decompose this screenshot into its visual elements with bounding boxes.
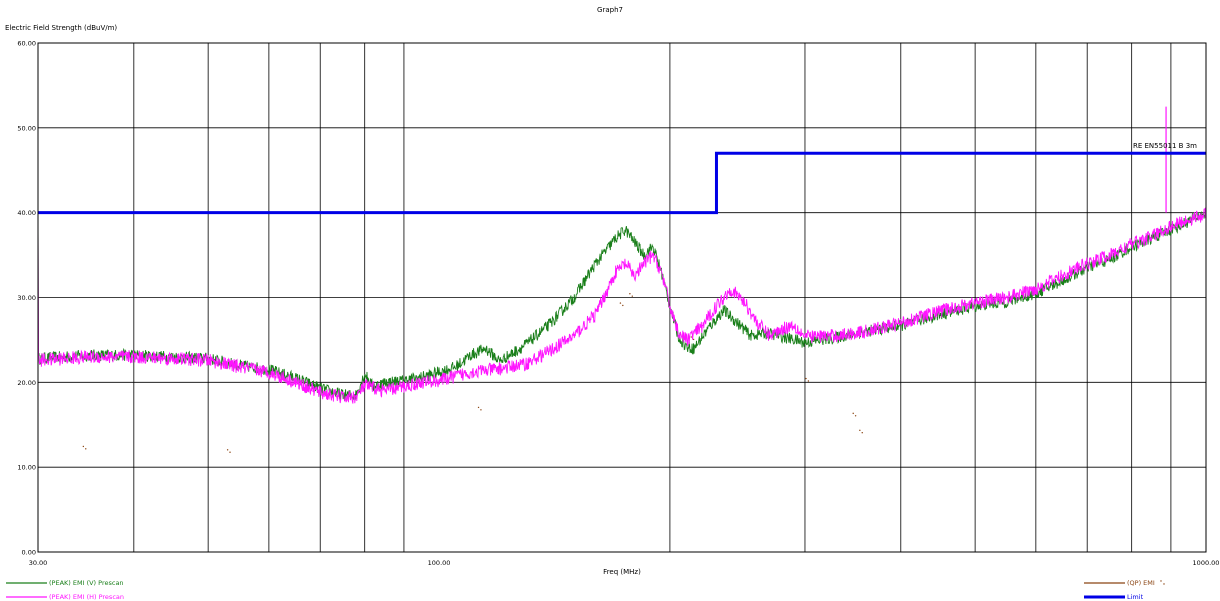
y-tick-label-4: 40.00 <box>17 209 36 217</box>
x-axis-label: Freq (MHz) <box>603 568 641 576</box>
x-tick-label-0: 30.00 <box>29 559 48 567</box>
legend-label-peak-h: (PEAK) EMI (H) Prescan <box>49 593 124 601</box>
series-layer <box>37 106 1207 453</box>
qp-marker-0-a <box>82 445 85 448</box>
y-tick-labels: 0.00 10.00 20.00 30.00 40.00 50.00 60.00 <box>17 40 36 557</box>
x-tick-labels: 30.00 100.00 1000.00 <box>29 559 1220 567</box>
qp-marker-1-b <box>229 451 231 453</box>
qp-marker-7-a <box>852 412 854 415</box>
legend-item-limit: Limit <box>1084 593 1144 601</box>
qp-marker-6-b <box>807 380 810 382</box>
legend-item-qp: (QP) EMI <box>1084 579 1165 587</box>
y-tick-label-5: 50.00 <box>17 124 36 132</box>
qp-marker-2-a <box>477 406 480 409</box>
qp-marker-5-a <box>690 336 692 338</box>
qp-marker-8-a <box>859 429 861 432</box>
qp-marker-4-a <box>629 293 631 295</box>
qp-marker-7-b <box>854 415 857 417</box>
y-tick-label-3: 30.00 <box>17 294 36 302</box>
qp-marker-8-b <box>861 432 863 434</box>
y-tick-label-6: 60.00 <box>17 40 36 48</box>
legend-marker-qp-b <box>1163 583 1165 585</box>
y-tick-label-2: 20.00 <box>17 379 36 387</box>
legend-label-peak-v: (PEAK) EMI (V) Prescan <box>49 579 124 587</box>
legend: (PEAK) EMI (V) Prescan (PEAK) EMI (H) Pr… <box>6 579 1165 601</box>
legend-marker-qp-a <box>1160 580 1162 582</box>
chart-title: Graph7 <box>597 6 623 14</box>
series-line-limit <box>38 151 1206 215</box>
x-tick-label-1: 100.00 <box>428 559 451 567</box>
qp-marker-5-b <box>692 338 695 341</box>
qp-marker-3-b <box>622 304 624 307</box>
y-axis-label: Electric Field Strength (dBuV/m) <box>5 24 117 32</box>
qp-marker-1-a <box>226 449 229 451</box>
qp-marker-0-b <box>85 448 87 450</box>
qp-marker-6-a <box>805 377 807 380</box>
series-line-1 <box>37 207 1207 404</box>
x-tick-label-2: 1000.00 <box>1193 559 1220 567</box>
legend-item-peak-h: (PEAK) EMI (H) Prescan <box>6 593 124 601</box>
y-tick-label-0: 0.00 <box>22 549 36 557</box>
qp-marker-3-a <box>619 302 622 304</box>
limit-annotation: RE EN55011 B 3m <box>1133 142 1197 150</box>
qp-marker-4-b <box>631 295 633 297</box>
legend-label-limit: Limit <box>1127 593 1144 601</box>
y-tick-label-1: 10.00 <box>17 464 36 472</box>
qp-marker-2-b <box>480 409 482 411</box>
legend-item-peak-v: (PEAK) EMI (V) Prescan <box>6 579 124 587</box>
series-line-0 <box>37 207 1207 401</box>
plot-frame <box>37 42 1207 553</box>
legend-label-qp: (QP) EMI <box>1127 579 1155 587</box>
